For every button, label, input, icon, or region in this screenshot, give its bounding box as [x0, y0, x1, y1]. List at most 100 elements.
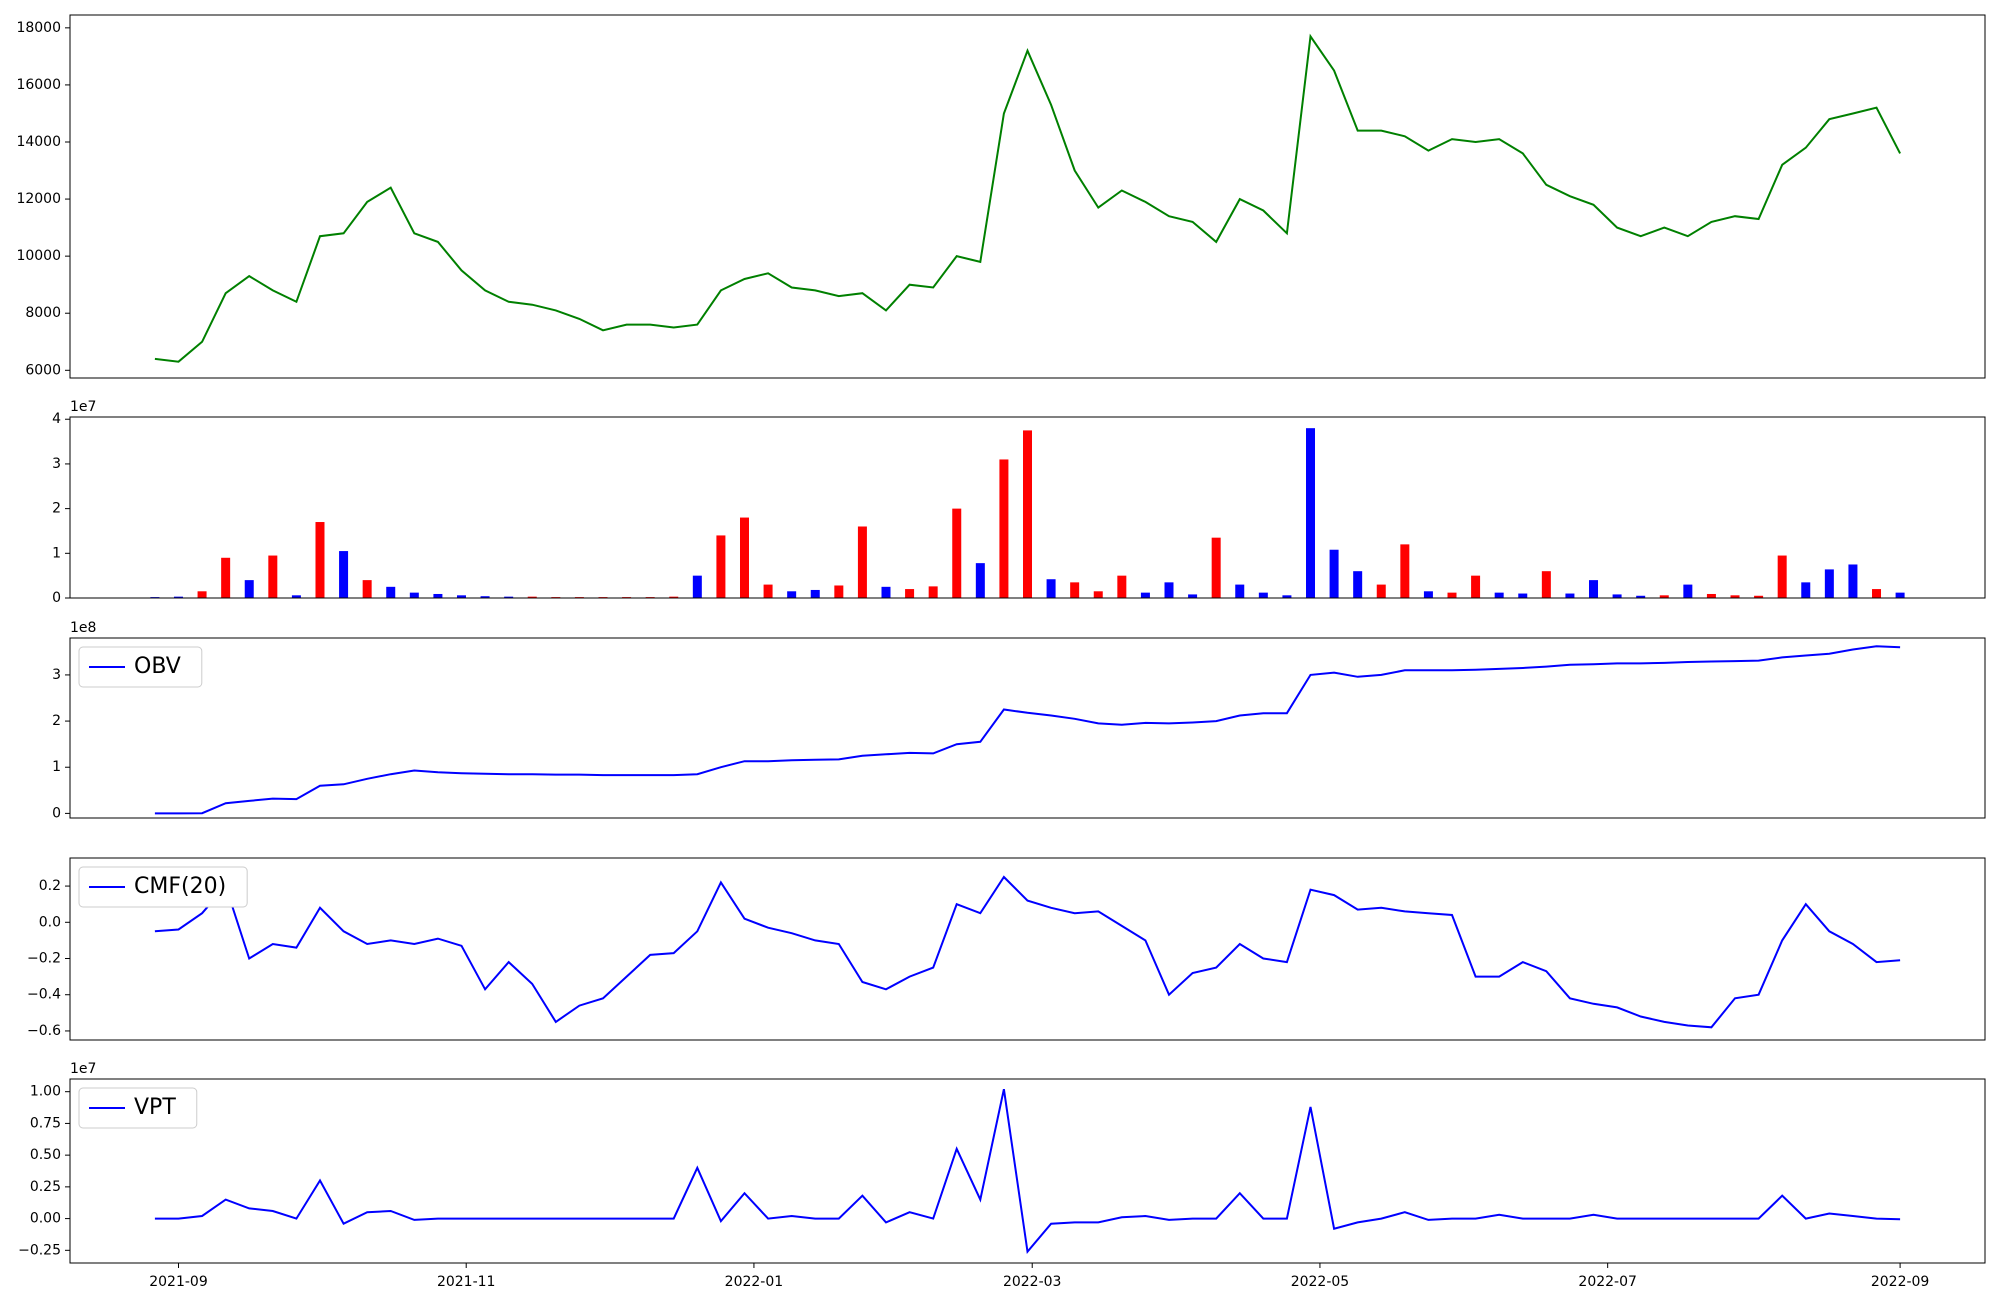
bar	[928, 586, 938, 598]
y-tick-label: 12000	[16, 191, 61, 207]
axis-offset: 1e7	[70, 1061, 96, 1077]
bar	[1447, 592, 1457, 598]
y-tick-label: 3	[52, 667, 61, 683]
x-tick-label: 2022-01	[725, 1274, 784, 1290]
line	[154, 875, 1901, 1029]
bar	[1258, 592, 1268, 598]
bar	[1494, 592, 1504, 598]
x-tick-label: 2022-09	[1871, 1274, 1930, 1290]
y-tick-label: 14000	[16, 134, 61, 150]
y-tick-label: 4	[52, 411, 61, 427]
y-tick-label: −0.25	[18, 1242, 61, 1258]
bar	[1329, 549, 1339, 598]
bar	[1211, 537, 1221, 598]
bar	[197, 591, 207, 598]
bar	[1282, 595, 1292, 598]
bar	[1070, 582, 1080, 598]
bar	[1730, 595, 1740, 598]
bar	[1612, 594, 1622, 598]
y-tick-label: 0	[52, 590, 61, 606]
bar	[1023, 430, 1032, 598]
bar	[692, 575, 702, 598]
bar	[268, 555, 278, 598]
x-tick-label: 2022-05	[1291, 1274, 1350, 1290]
panel: −0.6 −0.4 −0.2 0.0 0.2 CMF(20)	[27, 857, 1986, 1041]
x-tick-label: 2022-07	[1578, 1274, 1637, 1290]
legend-label: OBV	[134, 654, 181, 679]
panel: 6000 8000 10000 12000 14000 16000 18000	[16, 14, 1986, 379]
y-tick-label: 0.2	[39, 878, 61, 894]
bar	[315, 522, 325, 598]
bar	[1872, 589, 1882, 598]
bar	[527, 596, 537, 598]
bar	[1117, 575, 1127, 598]
bar	[1471, 575, 1481, 598]
x-tick-label: 2021-09	[149, 1274, 208, 1290]
legend: CMF(20)	[78, 866, 248, 908]
bar	[881, 586, 891, 598]
bar	[1400, 544, 1410, 598]
bar	[1093, 591, 1103, 598]
plot-frame	[69, 1078, 1986, 1264]
bar	[716, 535, 726, 598]
bar	[1518, 593, 1528, 598]
y-tick-label: −0.4	[27, 987, 61, 1003]
bar	[975, 563, 985, 598]
bar	[386, 586, 396, 598]
legend: VPT	[78, 1087, 198, 1129]
bar	[362, 580, 372, 598]
legend: OBV	[78, 646, 203, 688]
bar	[857, 526, 867, 598]
bar	[1824, 569, 1834, 598]
bar	[1895, 592, 1905, 598]
bar	[433, 593, 443, 598]
bar	[952, 508, 962, 598]
y-tick-label: 2	[52, 713, 61, 729]
bar	[1046, 579, 1056, 598]
bar	[1777, 555, 1787, 598]
bar	[1164, 582, 1174, 598]
bar	[1565, 593, 1575, 598]
y-tick-label: 0	[52, 805, 61, 821]
panel: −0.25 0.00 0.25 0.50 0.75 1.00 1e7 VPT 2021-09 20…	[18, 1061, 1986, 1290]
y-tick-label: 0.25	[30, 1179, 61, 1195]
plot-frame	[69, 857, 1986, 1041]
bar	[221, 557, 231, 598]
bar	[1541, 571, 1551, 598]
legend-box	[78, 866, 248, 908]
y-tick-label: 1	[52, 759, 61, 775]
bar	[669, 596, 679, 598]
legend-box	[78, 1087, 198, 1129]
bar	[1754, 595, 1764, 598]
bar	[1353, 571, 1363, 598]
y-tick-label: 0.00	[30, 1211, 61, 1227]
bar	[480, 596, 490, 598]
axis-offset: 1e8	[70, 620, 96, 636]
bar	[291, 595, 301, 598]
x-tick-label: 2021-11	[437, 1274, 496, 1290]
y-tick-label: 2	[52, 501, 61, 517]
bar	[1636, 595, 1646, 598]
y-tick-label: 16000	[16, 77, 61, 93]
bar	[905, 589, 915, 598]
bar	[810, 589, 820, 598]
y-tick-label: 1	[52, 545, 61, 561]
bar	[1306, 428, 1316, 598]
y-tick-label: 10000	[16, 248, 61, 264]
y-tick-label: 3	[52, 456, 61, 472]
bar	[787, 591, 797, 598]
bar	[999, 459, 1009, 598]
panel: 0 1 2 3 4 1e7	[52, 399, 1986, 606]
bar	[173, 596, 183, 598]
y-tick-label: 8000	[25, 305, 61, 321]
y-tick-label: 18000	[16, 20, 61, 36]
y-tick-label: 1.00	[30, 1084, 61, 1100]
bar	[409, 592, 419, 598]
bar	[1235, 584, 1245, 598]
bar	[339, 551, 349, 598]
y-tick-label: −0.2	[27, 951, 61, 967]
bar	[504, 596, 514, 598]
panel: 0 1 2 3 1e8 OBV	[52, 620, 1986, 821]
y-tick-label: 0.50	[30, 1147, 61, 1163]
